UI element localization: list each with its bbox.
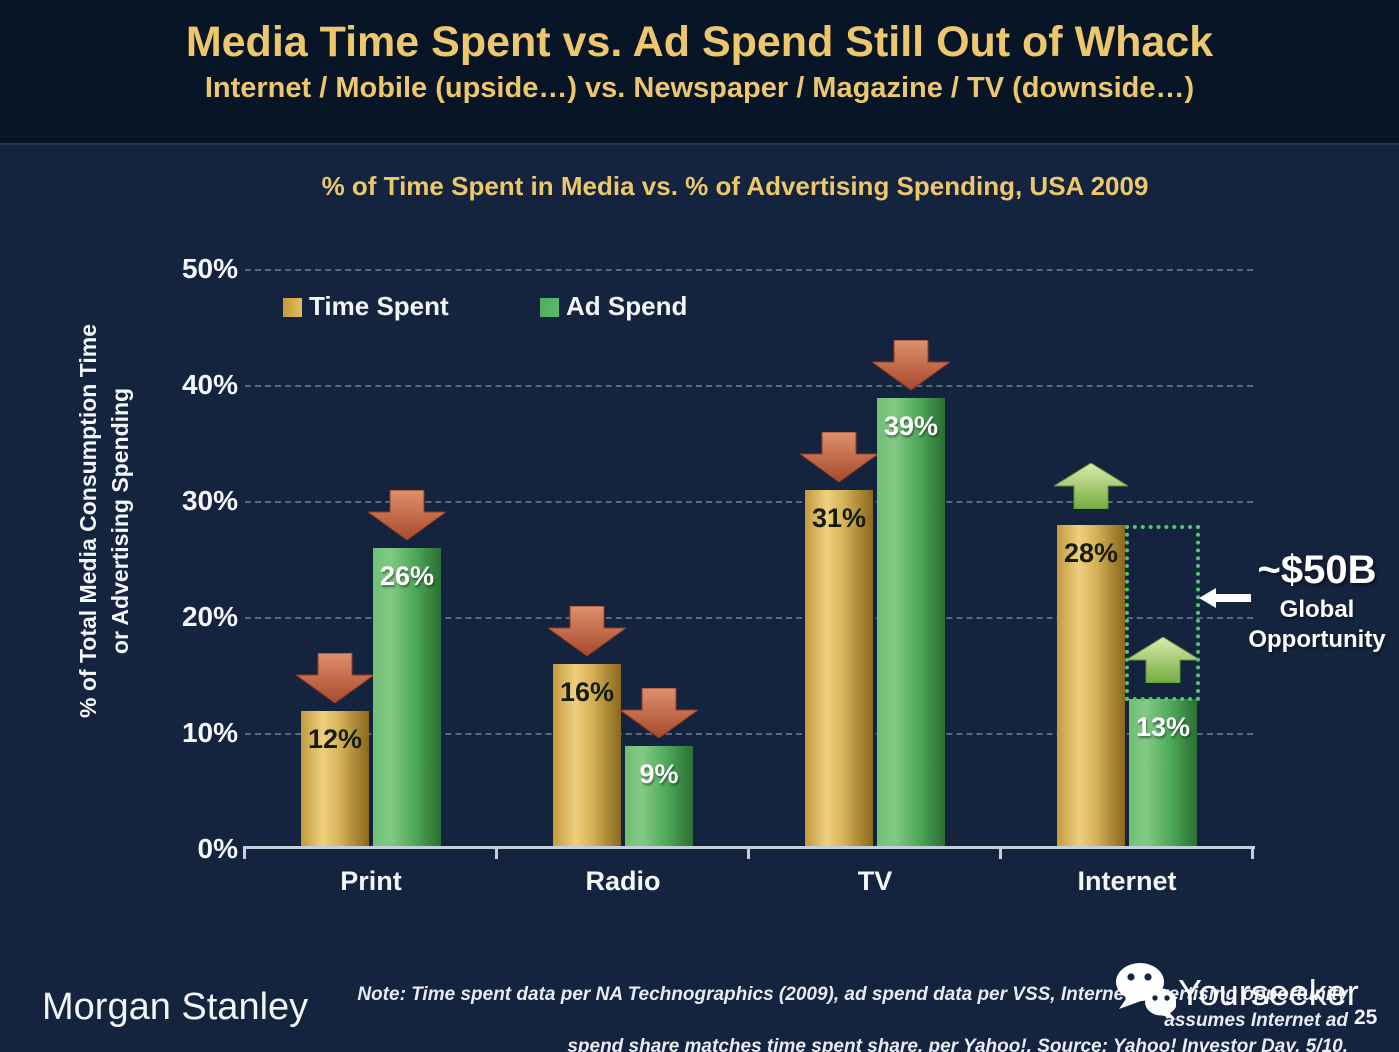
bar-value-internet-gold: 28%: [1063, 538, 1119, 569]
category-label-internet: Internet: [1077, 866, 1177, 896]
down-arrow-tv-green: [872, 339, 950, 390]
x-axis-tick: [495, 848, 498, 859]
x-axis-tick: [243, 848, 246, 859]
bar-radio-gold: [553, 664, 621, 846]
y-tick-20: 20%: [181, 601, 238, 632]
y-axis-title: % of Total Media Consumption Time or Adv…: [72, 201, 140, 841]
y-tick-50: 50%: [181, 253, 238, 284]
bar-radio-green: [625, 745, 693, 846]
gridline-30: [245, 501, 1253, 503]
gridline-50: [245, 269, 1253, 271]
y-axis-title-line1: % of Total Media Consumption Time: [75, 324, 101, 718]
morgan-stanley-logo: Morgan Stanley: [42, 986, 309, 1028]
bar-value-print-gold: 12%: [307, 723, 363, 754]
bar-internet-green: [1129, 699, 1197, 846]
x-axis-tick: [747, 848, 750, 859]
legend-label-time-spent: Time Spent: [309, 291, 449, 321]
bar-value-radio-gold: 16%: [559, 677, 615, 708]
down-arrow-radio-gold: [548, 606, 626, 657]
legend-label-ad-spend: Ad Spend: [566, 291, 688, 321]
page-number: 25: [1354, 1006, 1378, 1029]
down-arrow-print-green: [368, 490, 446, 541]
down-arrow-print-gold: [296, 652, 374, 703]
left-arrow-icon: [1199, 588, 1251, 608]
legend-swatch-ad-spend: [540, 298, 559, 317]
x-axis-tick: [999, 848, 1002, 859]
bar-internet-gold: [1057, 525, 1125, 846]
bar-print-green: [373, 548, 441, 846]
category-label-radio: Radio: [585, 866, 661, 896]
source-note-line2: spend share matches time spent share, pe…: [567, 1036, 1348, 1052]
bar-tv-green: [877, 397, 945, 846]
slide-title: Media Time Spent vs. Ad Spend Still Out …: [185, 18, 1214, 66]
bar-value-print-green: 26%: [379, 561, 435, 592]
wechat-icon: [1116, 963, 1177, 1020]
gridline-20: [245, 617, 1253, 619]
opportunity-value: ~$50B: [1257, 548, 1377, 592]
category-label-print: Print: [340, 866, 402, 896]
bar-value-tv-green: 39%: [883, 410, 939, 441]
opportunity-label-line2: Opportunity: [1248, 626, 1386, 653]
gridline-10: [245, 733, 1253, 735]
y-tick-40: 40%: [181, 369, 238, 400]
y-tick-0: 0%: [197, 833, 238, 864]
opportunity-dotted-box: [1125, 525, 1200, 702]
bar-value-tv-gold: 31%: [811, 503, 867, 534]
down-arrow-tv-gold: [800, 432, 878, 483]
bar-value-radio-green: 9%: [639, 758, 679, 789]
bar-print-gold: [301, 710, 369, 846]
watermark-text: Yourseeker: [1178, 972, 1359, 1013]
header-band: Media Time Spent vs. Ad Spend Still Out …: [0, 0, 1399, 145]
y-axis-title-line2: or Advertising Spending: [107, 387, 133, 655]
y-tick-30: 30%: [181, 485, 238, 516]
chart-title: % of Time Spent in Media vs. % of Advert…: [321, 171, 1149, 201]
watermark: Yourseeker: [1114, 962, 1374, 1022]
y-tick-10: 10%: [181, 717, 238, 748]
bar-value-internet-green: 13%: [1135, 712, 1191, 743]
category-label-tv: TV: [857, 866, 893, 896]
x-axis-tick: [1251, 848, 1254, 859]
bar-tv-gold: [805, 490, 873, 846]
x-axis-line: [243, 846, 1255, 849]
up-arrow-internet-gold: [1054, 463, 1128, 510]
source-note: Note: Time spent data per NA Technograph…: [300, 982, 1348, 1052]
legend-swatch-time-spent: [283, 298, 302, 317]
slide-subtitle: Internet / Mobile (upside…) vs. Newspape…: [204, 72, 1195, 104]
source-note-line1: Note: Time spent data per NA Technograph…: [357, 984, 1348, 1031]
gridline-40: [245, 385, 1253, 387]
opportunity-label-line1: Global: [1279, 596, 1355, 623]
down-arrow-radio-green: [620, 687, 698, 738]
